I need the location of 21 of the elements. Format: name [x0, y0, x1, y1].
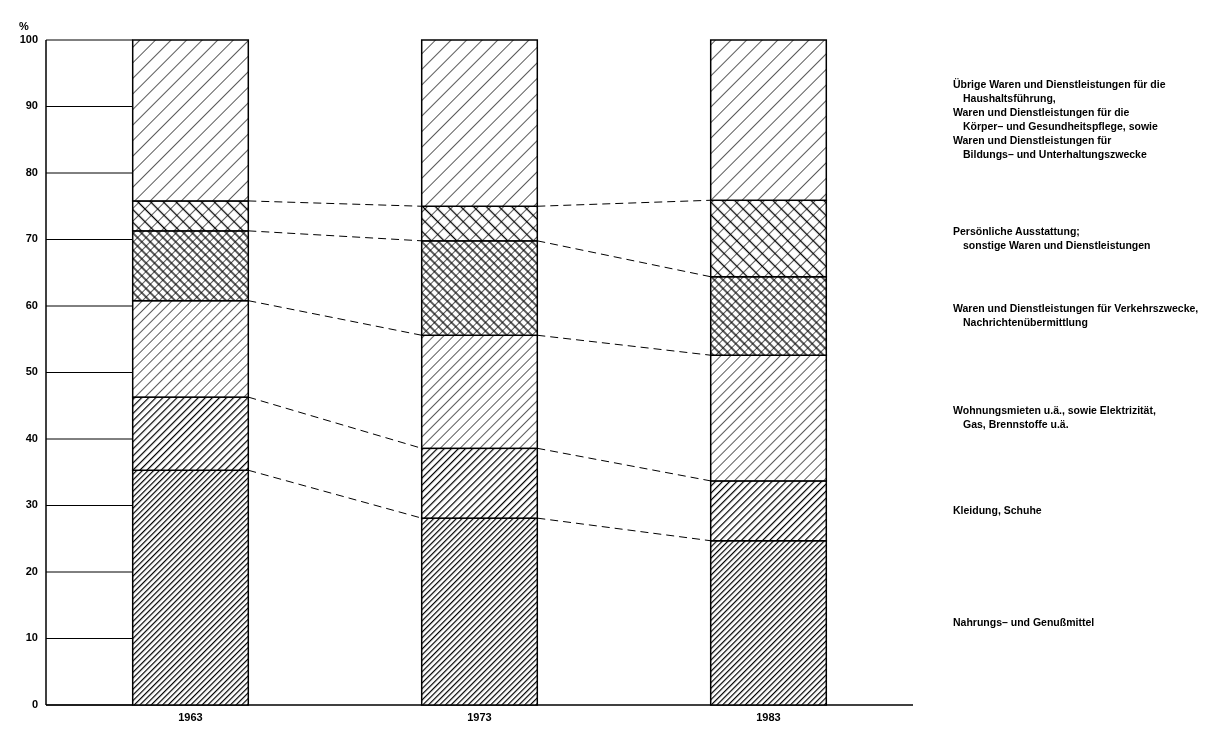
- text: Waren und Dienstleistungen für Verkehrszwecke, Nachrichtenübermittlung: [953, 301, 1199, 328]
- y-tick-label: 100: [19, 32, 38, 45]
- y-tick-label: 40: [25, 431, 38, 444]
- y-tick-label: 30: [25, 498, 38, 511]
- x-tick-label: 1973: [467, 711, 492, 723]
- text: Persönliche Ausstattung; sonstige Waren und Dienstleistungen: [953, 224, 1151, 251]
- y-axis-title: %: [19, 20, 30, 32]
- text: Wohnungsmieten u.ä., sowie Elektrizität, Gas, Brennstoffe u.ä.: [953, 403, 1156, 430]
- text: Übrige Waren und Dienstleistungen für die Haushaltsführung, Waren und Dienstleistungen für die Körper– und Gesundheitspflege, sowie Waren und Dienstleistungen für Bildungs– und Unterhaltungszwecke: [953, 77, 1166, 160]
- x-tick-label: 1963: [178, 711, 203, 723]
- y-tick-label: 80: [25, 165, 38, 178]
- x-tick-label: 1983: [756, 711, 781, 723]
- y-tick-label: 50: [25, 365, 38, 378]
- y-tick-label: 90: [25, 99, 38, 112]
- y-tick-label: 10: [25, 631, 38, 644]
- text: Kleidung, Schuhe: [953, 503, 1042, 516]
- text: Nahrungs– und Genußmittel: [953, 615, 1095, 628]
- y-tick-label: 0: [31, 697, 38, 710]
- y-tick-label: 70: [25, 232, 38, 245]
- y-tick-label: 60: [25, 298, 38, 311]
- y-tick-label: 20: [25, 564, 38, 577]
